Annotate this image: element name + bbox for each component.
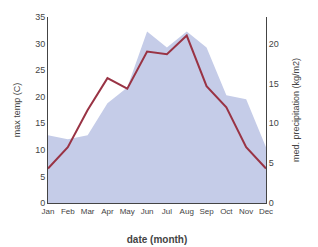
svg-text:Dec: Dec [259,207,273,216]
svg-text:35: 35 [35,12,45,22]
svg-text:Oct: Oct [220,207,233,216]
svg-text:5: 5 [269,158,274,168]
svg-text:Mar: Mar [81,207,95,216]
svg-text:0: 0 [269,198,274,208]
svg-text:Nov: Nov [239,207,253,216]
svg-text:0: 0 [40,198,45,208]
svg-text:Feb: Feb [61,207,75,216]
svg-text:max temp (C): max temp (C) [12,83,22,138]
svg-text:May: May [120,207,135,216]
svg-text:Jan: Jan [42,207,55,216]
svg-text:20: 20 [35,92,45,102]
svg-text:Jun: Jun [141,207,154,216]
svg-text:Jul: Jul [162,207,172,216]
svg-text:15: 15 [269,79,279,89]
svg-text:med. precipitation (kg/m2): med. precipitation (kg/m2) [291,58,301,162]
svg-text:30: 30 [35,39,45,49]
svg-text:Sep: Sep [199,207,214,216]
svg-text:date (month): date (month) [127,234,188,245]
svg-text:5: 5 [40,172,45,182]
svg-text:15: 15 [35,118,45,128]
svg-text:25: 25 [35,65,45,75]
svg-text:10: 10 [269,118,279,128]
svg-text:20: 20 [269,39,279,49]
svg-text:Apr: Apr [101,207,114,216]
svg-text:10: 10 [35,145,45,155]
svg-text:Aug: Aug [180,207,194,216]
